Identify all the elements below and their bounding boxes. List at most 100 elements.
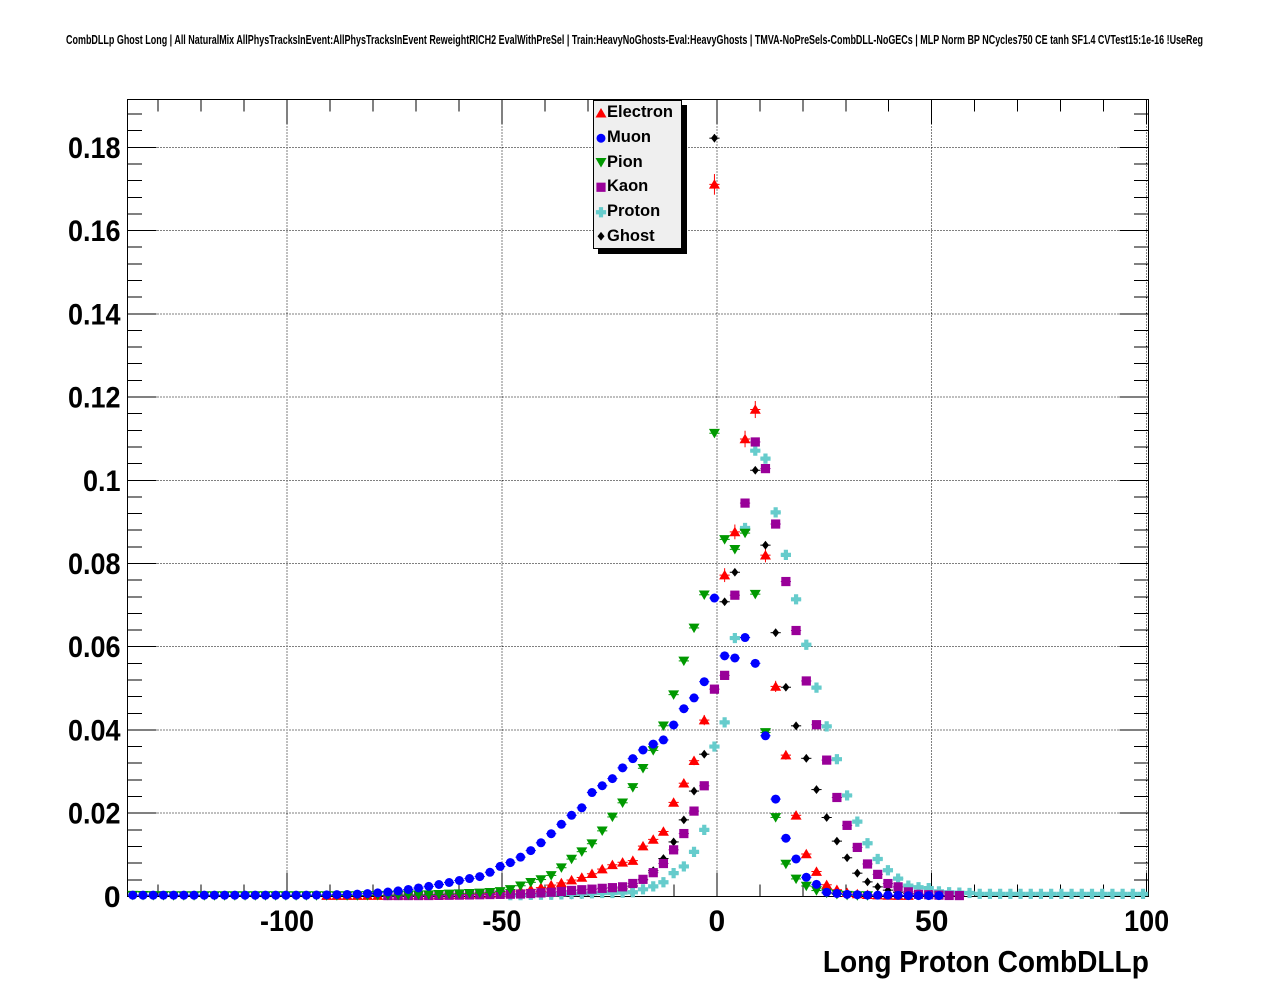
marker-cross: [1127, 888, 1138, 900]
marker-triangle-down: [474, 888, 486, 899]
marker-triangle-down: [749, 589, 761, 600]
marker-triangle-down: [739, 528, 751, 539]
y-tick-label: 0.02: [68, 798, 121, 831]
series-kaon: [382, 437, 965, 901]
marker-circle: [158, 890, 168, 900]
marker-square: [873, 869, 883, 879]
marker-cross: [790, 594, 802, 605]
marker-cross: [872, 853, 883, 865]
marker-square: [597, 883, 607, 893]
marker-diamond: [700, 749, 708, 759]
marker-triangle-down: [596, 826, 608, 837]
marker-circle: [230, 890, 240, 900]
marker-circle: [209, 890, 219, 900]
marker-diamond: [721, 597, 729, 607]
marker-cross: [841, 790, 853, 801]
legend-entry-kaon: Kaon: [594, 175, 681, 200]
marker-triangle-up: [657, 826, 669, 836]
marker-cross: [1066, 888, 1077, 900]
marker-square: [801, 676, 811, 686]
marker-cross: [719, 717, 730, 728]
marker-triangle-up: [586, 868, 598, 879]
marker-circle: [903, 891, 913, 901]
marker-square: [669, 845, 679, 855]
marker-cross: [821, 721, 832, 732]
marker-cross: [974, 888, 985, 900]
marker-diamond: [833, 836, 841, 846]
marker-cross: [984, 888, 996, 900]
pion-legend-marker-icon: [595, 158, 607, 168]
marker-cross: [1097, 888, 1108, 900]
marker-circle: [179, 890, 189, 900]
marker-square: [617, 882, 628, 892]
marker-square: [566, 885, 577, 896]
marker-circle: [720, 651, 730, 661]
marker-circle: [383, 887, 393, 897]
marker-circle: [771, 794, 781, 804]
marker-circle: [495, 861, 505, 871]
marker-triangle-down: [708, 428, 720, 439]
marker-square: [587, 884, 597, 894]
legend-entry-electron: Electron: [594, 101, 681, 126]
marker-circle: [260, 890, 270, 900]
marker-cross: [995, 888, 1006, 900]
marker-square: [791, 625, 801, 636]
marker-diamond: [823, 813, 831, 822]
marker-circle: [863, 890, 873, 900]
marker-triangle-down: [780, 859, 792, 870]
marker-cross: [1076, 888, 1087, 900]
marker-cross: [1035, 888, 1047, 900]
marker-cross: [627, 887, 638, 898]
marker-circle: [658, 735, 668, 745]
marker-circle: [403, 884, 413, 894]
legend-box: Electron Muon Pion Kaon Proton Ghost: [593, 100, 682, 249]
marker-circle: [526, 846, 536, 856]
marker-triangle-up: [647, 834, 659, 844]
marker-circle: [332, 890, 342, 900]
marker-circle: [362, 889, 372, 899]
marker-circle: [883, 890, 893, 900]
marker-diamond: [843, 853, 851, 863]
marker-triangle-up: [566, 874, 578, 885]
marker-square: [556, 886, 566, 897]
marker-diamond: [680, 815, 688, 825]
marker-circle: [444, 878, 454, 888]
marker-triangle-up: [627, 855, 639, 865]
marker-circle: [924, 891, 934, 901]
marker-triangle-down: [729, 545, 741, 555]
x-axis-title: Long Proton CombDLLp: [823, 944, 1149, 979]
marker-triangle-up: [555, 877, 567, 888]
marker-square: [771, 519, 781, 529]
marker-circle: [577, 803, 587, 813]
marker-circle: [393, 886, 403, 896]
marker-square: [607, 883, 618, 893]
legend-label: Ghost: [607, 226, 655, 245]
marker-circle: [475, 872, 485, 882]
marker-cross: [648, 881, 659, 892]
electron-legend-marker-icon: [595, 108, 607, 118]
marker-cross: [729, 632, 740, 644]
marker-square: [822, 755, 832, 765]
marker-circle: [220, 890, 230, 900]
marker-diamond: [772, 628, 780, 638]
marker-cross: [801, 639, 812, 650]
marker-circle: [485, 867, 495, 877]
marker-circle: [587, 788, 597, 798]
marker-square: [740, 498, 750, 508]
marker-cross: [1005, 888, 1016, 900]
marker-triangle-down: [525, 878, 537, 888]
marker-triangle-down: [453, 889, 465, 899]
marker-circle: [689, 693, 699, 703]
marker-circle: [424, 881, 434, 891]
marker-cross: [913, 882, 924, 893]
marker-triangle-down: [668, 690, 680, 700]
marker-circle: [781, 833, 791, 843]
x-tick-label: -50: [482, 905, 521, 938]
marker-diamond: [782, 682, 790, 692]
marker-square: [709, 684, 720, 694]
legend-entry-proton: Proton: [594, 200, 681, 225]
marker-cross: [678, 861, 689, 872]
marker-triangle-down: [678, 656, 690, 667]
marker-triangle-down: [464, 889, 476, 899]
